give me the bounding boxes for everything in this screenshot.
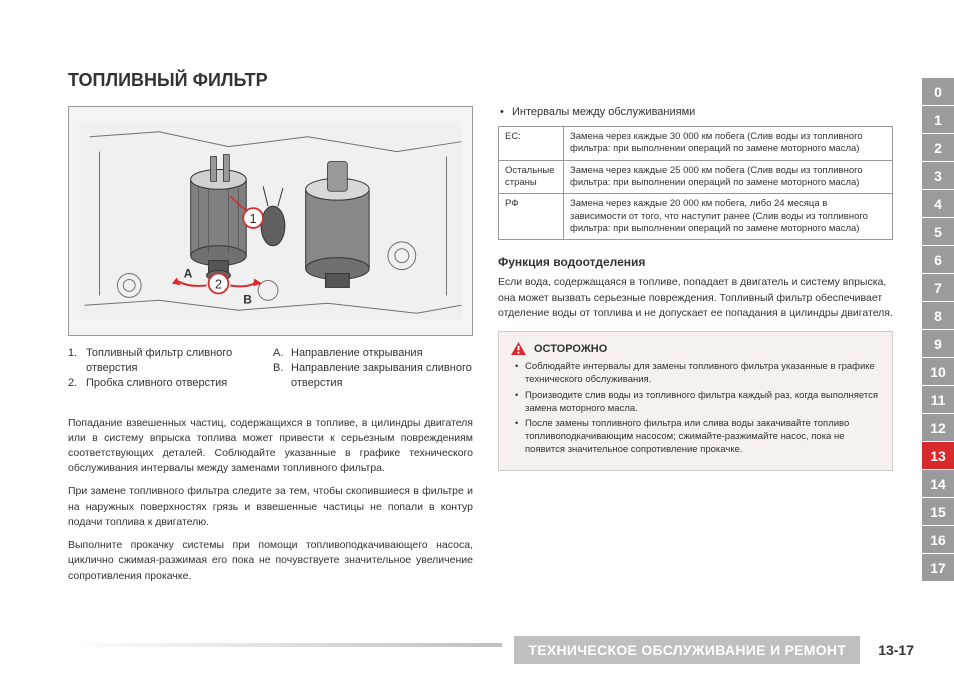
page-title: ТОПЛИВНЫЙ ФИЛЬТР [68,70,895,91]
caution-item: Соблюдайте интервалы для замены топливно… [511,361,880,387]
figure-legend: 1. Топливный фильтр сливного отверстия 2… [68,346,473,391]
footer-section-title: ТЕХНИЧЕСКОЕ ОБСЛУЖИВАНИЕ И РЕМОНТ [514,636,860,664]
footer-page-number: 13-17 [878,642,914,658]
table-cell: Остальные страны [499,160,564,194]
table-cell: Замена через каждые 20 000 км побега, ли… [564,194,893,240]
interval-table: ЕС: Замена через каждые 30 000 км побега… [498,126,893,240]
caution-item: После замены топливного фильтра или слив… [511,418,880,456]
chapter-tab-15[interactable]: 15 [922,498,954,526]
footer-rule [68,643,502,647]
chapter-tab-5[interactable]: 5 [922,218,954,246]
legend-item: 1. Топливный фильтр сливного отверстия [68,346,253,376]
chapter-tab-3[interactable]: 3 [922,162,954,190]
chapter-tab-12[interactable]: 12 [922,414,954,442]
callout-a-text: A [184,267,193,281]
chapter-tab-0[interactable]: 0 [922,78,954,106]
chapter-tab-1[interactable]: 1 [922,106,954,134]
body-paragraph: Попадание взвешенных частиц, содержащихс… [68,416,473,477]
table-cell: Замена через каждые 25 000 км побега (Сл… [564,160,893,194]
chapter-tab-9[interactable]: 9 [922,330,954,358]
chapter-tab-8[interactable]: 8 [922,302,954,330]
legend-item: 2. Пробка сливного отверстия [68,376,253,391]
chapter-tab-6[interactable]: 6 [922,246,954,274]
fuel-filter-figure: 1 2 A B [68,106,473,336]
caution-item: Производите слив воды из топливного филь… [511,390,880,416]
chapter-tabs: 01234567891011121314151617 [922,78,954,582]
callout-2-text: 2 [215,276,222,291]
table-cell: РФ [499,194,564,240]
caution-title: ОСТОРОЖНО [534,343,607,355]
body-paragraph: Выполните прокачку системы при помощи то… [68,538,473,584]
body-paragraph: Если вода, содержащаяся в топливе, попад… [498,275,893,321]
callout-b-text: B [243,292,252,306]
legend-item: B. Направление закрывания сливного отвер… [273,361,473,391]
body-paragraph: При замене топливного фильтра следите за… [68,484,473,530]
warning-icon [511,342,526,355]
chapter-tab-11[interactable]: 11 [922,386,954,414]
water-separation-heading: Функция водоотделения [498,255,893,269]
callout-1-text: 1 [250,211,257,226]
chapter-tab-2[interactable]: 2 [922,134,954,162]
chapter-tab-17[interactable]: 17 [922,554,954,582]
chapter-tab-7[interactable]: 7 [922,274,954,302]
chapter-tab-4[interactable]: 4 [922,190,954,218]
legend-item: A. Направление открывания [273,346,473,361]
table-cell: Замена через каждые 30 000 км побега (Сл… [564,127,893,161]
chapter-tab-16[interactable]: 16 [922,526,954,554]
caution-box: ОСТОРОЖНО Соблюдайте интервалы для замен… [498,331,893,471]
chapter-tab-10[interactable]: 10 [922,358,954,386]
interval-heading: Интервалы между обслуживаниями [498,106,893,118]
chapter-tab-14[interactable]: 14 [922,470,954,498]
table-cell: ЕС: [499,127,564,161]
chapter-tab-13[interactable]: 13 [922,442,954,470]
